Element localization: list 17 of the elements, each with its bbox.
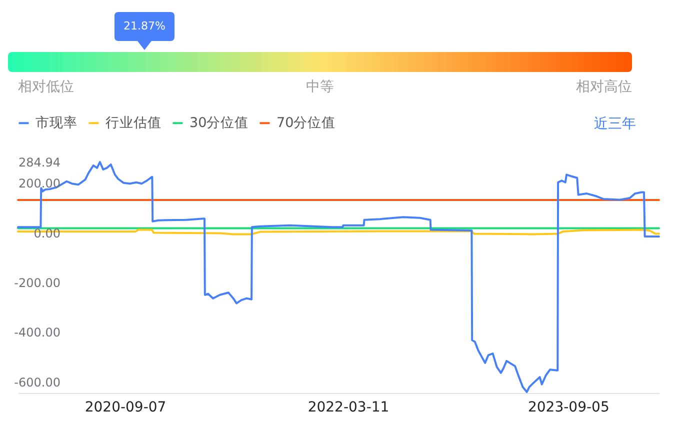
legend-label: 行业估值 bbox=[106, 115, 162, 132]
y-tick-label: 284.94 bbox=[18, 156, 60, 170]
text: 近三年 bbox=[594, 116, 636, 132]
legend-label: 70分位值 bbox=[276, 115, 336, 132]
data-label: 21.87% bbox=[123, 20, 166, 32]
legend-label: 30分位值 bbox=[190, 115, 249, 132]
x-tick-label: 2023-09-05 bbox=[528, 400, 610, 416]
legend-label: 市现率 bbox=[36, 115, 78, 132]
y-tick-label: -600.00 bbox=[14, 375, 60, 390]
y-tick-label: -200.00 bbox=[14, 276, 60, 290]
text: 相对低位 bbox=[18, 79, 74, 95]
text: 中等 bbox=[306, 79, 334, 95]
y-tick-label: -400.00 bbox=[14, 326, 60, 340]
y-tick-label: 200.00 bbox=[18, 176, 60, 191]
x-tick-label: 2022-03-11 bbox=[308, 400, 390, 416]
x-tick-label: 2020-09-07 bbox=[84, 400, 166, 416]
text: 相对高位 bbox=[576, 79, 632, 95]
